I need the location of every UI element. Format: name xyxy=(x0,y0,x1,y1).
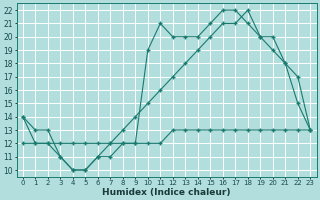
X-axis label: Humidex (Indice chaleur): Humidex (Indice chaleur) xyxy=(102,188,231,197)
